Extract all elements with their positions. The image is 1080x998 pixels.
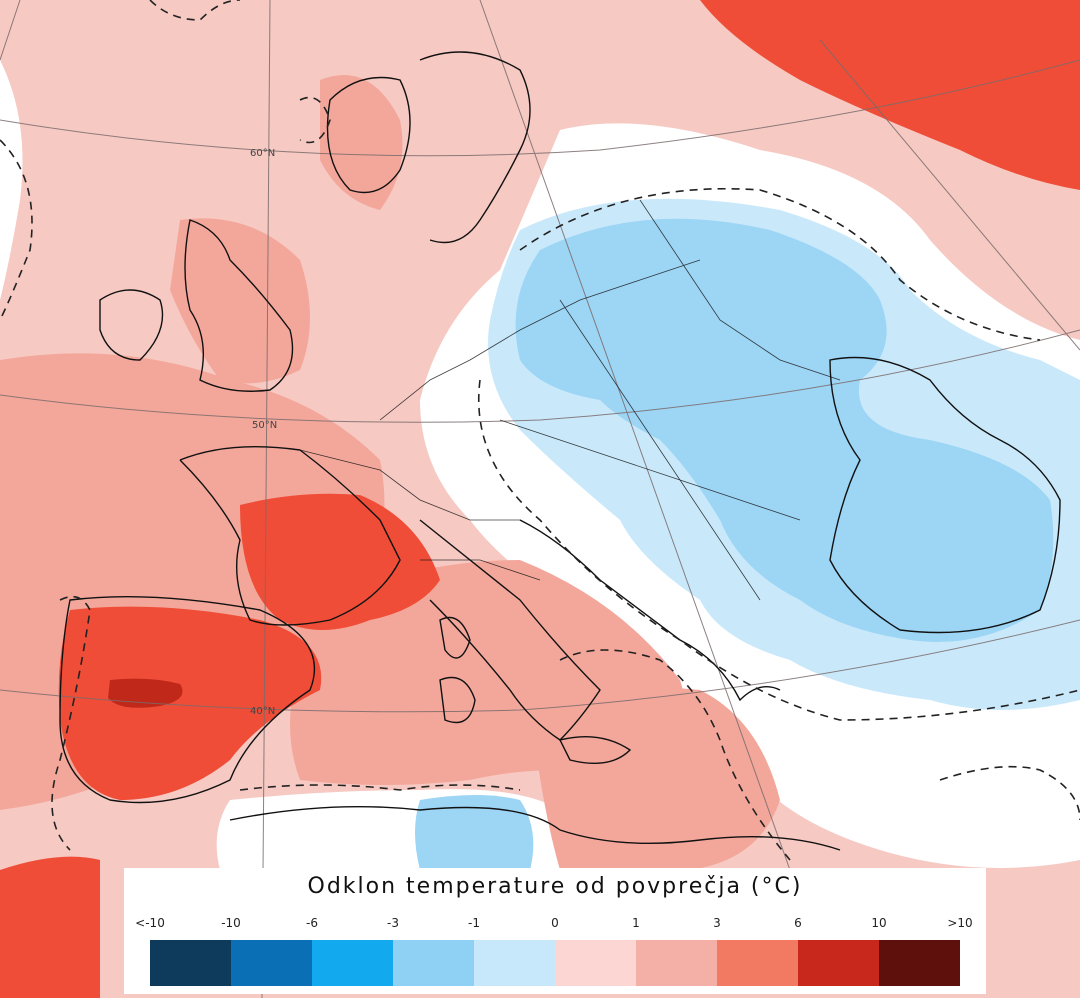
meridian-20w — [0, 0, 21, 61]
isoline-5 — [239, 784, 521, 791]
legend-tick-label: 1 — [632, 916, 640, 930]
coast-ireland — [99, 289, 164, 361]
coast-corsica — [439, 616, 471, 659]
border-2 — [379, 259, 701, 421]
warm-area-scandinavia — [320, 75, 403, 210]
border-3 — [499, 419, 801, 521]
hot-area-iberia — [58, 606, 322, 800]
meridian-0 — [261, 0, 271, 998]
legend-tick-label: <-10 — [135, 916, 165, 930]
hot-area-france — [240, 493, 440, 630]
country-borders — [299, 199, 841, 601]
legend-swatch — [150, 940, 231, 986]
coast-iberia — [59, 595, 315, 804]
legend-ticks: <-10 -10 -6 -3 -1 0 1 3 6 10 >10 — [124, 916, 986, 934]
legend-tick-label: -10 — [221, 916, 241, 930]
lat-label-50n: 50°N — [252, 420, 277, 431]
legend-swatch — [879, 940, 960, 986]
isoline-6 — [559, 649, 791, 861]
border-1 — [299, 449, 520, 521]
isoline-9 — [939, 765, 1080, 821]
legend-tick-label: 0 — [551, 916, 559, 930]
legend-swatch — [474, 940, 555, 986]
legend-swatch — [555, 940, 636, 986]
coast-sicily — [558, 735, 632, 765]
legend-tick-label: 3 — [713, 916, 721, 930]
anomaly-isolines — [0, 0, 1080, 861]
legend-tick-label: 6 — [794, 916, 802, 930]
legend-tick-label: >10 — [947, 916, 973, 930]
hot-area-northeast — [700, 0, 1080, 190]
isoline-4 — [51, 595, 91, 851]
coast-britain — [184, 219, 294, 392]
isoline-7 — [299, 96, 331, 144]
hot-area-north-africa — [0, 856, 100, 998]
parallel-50n — [0, 329, 1080, 423]
meridian-40e — [819, 39, 1080, 351]
isoline-1 — [519, 187, 1041, 341]
border-4 — [559, 299, 761, 601]
very-hot-area-spain — [108, 678, 183, 708]
meridian-20e — [479, 0, 791, 871]
coast-norway — [326, 76, 411, 194]
coast-italy — [419, 519, 601, 741]
legend-swatch — [231, 940, 312, 986]
legend-swatch — [636, 940, 717, 986]
coastlines — [59, 51, 1061, 851]
isoline-3 — [0, 139, 33, 321]
legend-tick-label: -3 — [387, 916, 399, 930]
coast-black-sea — [829, 356, 1061, 634]
lat-label-40n: 40°N — [250, 706, 275, 717]
legend-swatch — [312, 940, 393, 986]
lat-label-60n: 60°N — [250, 148, 275, 159]
legend-colorbar — [150, 940, 960, 986]
legend-swatch — [717, 940, 798, 986]
coast-sardinia — [439, 676, 476, 724]
cold-area-north-africa — [415, 795, 534, 870]
legend-tick-label: -6 — [306, 916, 318, 930]
warm-area-uk — [170, 218, 310, 384]
parallel-40n — [0, 619, 1080, 713]
legend-swatch — [798, 940, 879, 986]
coast-france — [179, 445, 401, 626]
legend-tick-label: 10 — [871, 916, 887, 930]
coast-north-africa — [229, 805, 841, 851]
coast-sweden — [419, 51, 531, 244]
legend-title: Odklon temperature od povprečja (°C) — [307, 874, 803, 899]
cold-area-core — [515, 218, 1054, 642]
legend-swatch — [393, 940, 474, 986]
border-6 — [420, 559, 541, 581]
legend: Odklon temperature od povprečja (°C) <-1… — [124, 868, 986, 994]
parallel-60n — [0, 59, 1080, 157]
legend-tick-label: -1 — [468, 916, 480, 930]
isoline-2 — [478, 379, 1080, 721]
border-5 — [639, 199, 841, 381]
neutral-zone-west — [0, 60, 23, 300]
isoline-8 — [149, 0, 241, 21]
